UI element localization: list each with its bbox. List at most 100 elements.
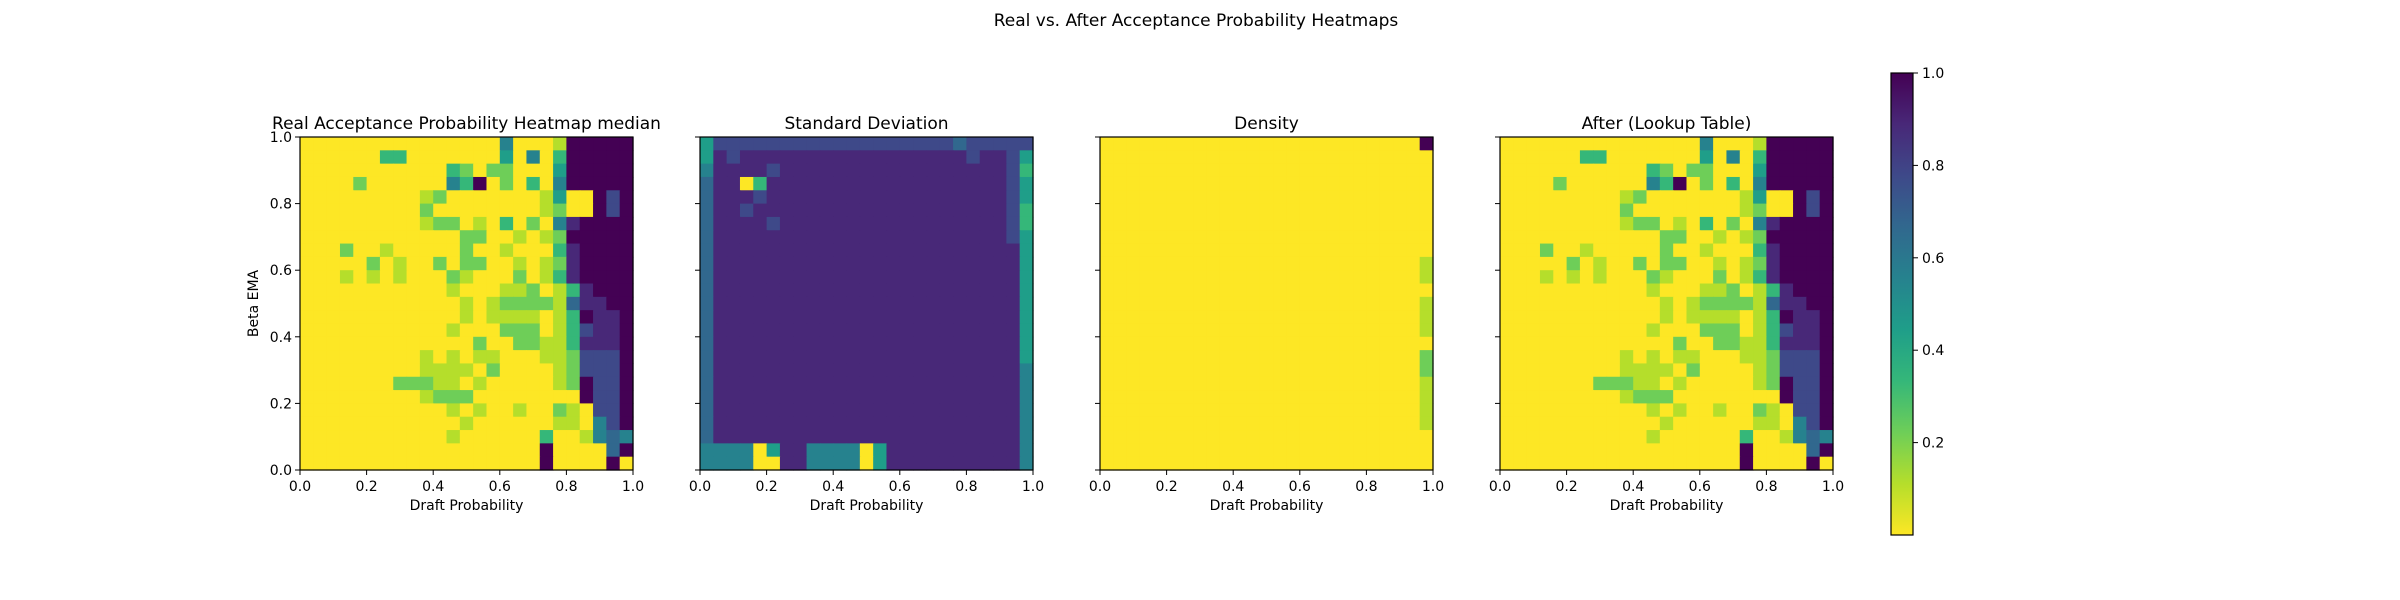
heatmap-cell	[979, 363, 994, 378]
heatmap-cell	[406, 296, 421, 311]
heatmap-cell	[513, 336, 528, 351]
heatmap-cell	[753, 230, 768, 245]
heatmap-cell	[1219, 310, 1234, 325]
heatmap-cell	[1699, 363, 1714, 378]
heatmap-cell	[419, 376, 434, 391]
heatmap-cell	[1766, 163, 1781, 178]
heatmap-cell	[300, 363, 314, 378]
heatmap-cell	[993, 283, 1007, 298]
heatmap-cell	[593, 323, 607, 338]
heatmap-cell	[779, 310, 794, 325]
heatmap-cell	[446, 323, 461, 338]
heatmap-cell	[1246, 403, 1261, 418]
heatmap-cell	[1006, 137, 1021, 151]
heatmap-cell	[1286, 390, 1301, 404]
heatmap-cell	[619, 256, 634, 271]
heatmap-cell	[1193, 390, 1208, 404]
heatmap-cell	[819, 150, 834, 165]
heatmap-cell	[806, 430, 821, 444]
heatmap-cell	[619, 376, 634, 391]
heatmap-cell	[486, 323, 501, 338]
heatmap-cell	[1686, 163, 1701, 178]
heatmap-cell	[606, 203, 621, 218]
heatmap-cell	[1500, 403, 1514, 418]
heatmap-cell	[393, 376, 408, 391]
heatmap-cell	[459, 336, 474, 351]
heatmap-cell	[566, 216, 581, 231]
heatmap-cell	[1326, 150, 1341, 165]
heatmap-cell	[713, 430, 728, 444]
heatmap-cell	[606, 163, 621, 178]
heatmap-cell	[700, 403, 714, 418]
heatmap-cell	[1633, 176, 1648, 191]
heatmap-cell	[419, 363, 434, 378]
heatmap-cell	[1379, 230, 1394, 245]
heatmap-cell	[579, 243, 594, 258]
heatmap-cell	[1113, 283, 1128, 298]
heatmap-cell	[1593, 176, 1608, 191]
heatmap-cell	[966, 323, 981, 338]
heatmap-cell	[1659, 363, 1674, 378]
heatmap-cell	[1500, 243, 1514, 258]
heatmap-cell	[1379, 176, 1394, 191]
heatmap-cell	[1286, 456, 1301, 471]
heatmap-cell	[753, 403, 768, 418]
heatmap-cell	[779, 350, 794, 365]
heatmap-cell	[779, 430, 794, 444]
heatmap-cell	[713, 390, 728, 404]
heatmap-cell	[473, 283, 488, 298]
heatmap-cell	[1406, 283, 1421, 298]
heatmap-cell	[819, 430, 834, 444]
heatmap-cell	[700, 150, 714, 165]
heatmap-cell	[700, 203, 714, 218]
heatmap-cell	[1526, 310, 1541, 325]
heatmap-cell	[886, 416, 901, 431]
heatmap-cell	[793, 416, 808, 431]
heatmap-cell	[1633, 416, 1648, 431]
heatmap-cell	[1726, 456, 1741, 471]
heatmap-cell	[1739, 176, 1754, 191]
heatmap-cell	[1113, 190, 1128, 205]
heatmap-cell	[979, 350, 994, 365]
heatmap-cell	[953, 443, 967, 458]
heatmap-cell	[1739, 137, 1754, 151]
heatmap-cell	[433, 390, 448, 404]
heatmap-cell	[913, 323, 928, 338]
heatmap-cell	[1500, 390, 1514, 404]
heatmap-cell	[553, 176, 567, 191]
heatmap-cell	[1313, 456, 1328, 471]
heatmap-cell	[979, 230, 994, 245]
heatmap-cell	[1153, 243, 1168, 258]
heatmap-cell	[446, 456, 461, 471]
heatmap-cell	[766, 310, 781, 325]
heatmap-cell	[1286, 163, 1301, 178]
heatmap-cell	[486, 296, 501, 311]
heatmap-cell	[1673, 430, 1688, 444]
heatmap-cell	[1273, 443, 1288, 458]
heatmap-cell	[846, 376, 861, 391]
heatmap-cell	[1219, 350, 1234, 365]
heatmap-cell	[1500, 163, 1514, 178]
heatmap-cell	[966, 216, 981, 231]
heatmap-cell	[1646, 363, 1661, 378]
heatmap-cell	[619, 416, 634, 431]
heatmap-cell	[1793, 390, 1807, 404]
heatmap-cell	[1593, 390, 1608, 404]
heatmap-cell	[619, 336, 634, 351]
heatmap-cell	[486, 336, 501, 351]
heatmap-cell	[1273, 390, 1288, 404]
heatmap-cell	[713, 256, 728, 271]
heatmap-cell	[939, 283, 954, 298]
heatmap-cell	[1393, 163, 1407, 178]
heatmap-cell	[1326, 137, 1341, 151]
heatmap-cell	[1819, 216, 1834, 231]
heatmap-cell	[833, 256, 848, 271]
heatmap-cell	[579, 296, 594, 311]
heatmap-cell	[1739, 296, 1754, 311]
heatmap-cell	[406, 243, 421, 258]
heatmap-cell	[873, 310, 888, 325]
heatmap-cell	[1726, 216, 1741, 231]
heatmap-cell	[713, 150, 728, 165]
heatmap-cell	[739, 216, 754, 231]
heatmap-cell	[966, 390, 981, 404]
